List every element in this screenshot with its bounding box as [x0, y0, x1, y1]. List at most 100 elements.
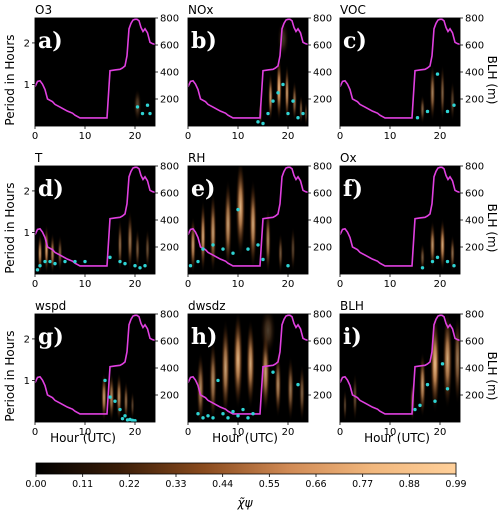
x-tick-label: 0: [185, 427, 191, 438]
significance-point: [246, 416, 250, 420]
significance-point: [221, 247, 225, 251]
y-right-tick-label: 600: [160, 189, 179, 200]
significance-point: [435, 255, 440, 260]
wavelet-power-blob: [260, 314, 276, 356]
panel-background: [35, 166, 155, 274]
significance-point: [206, 414, 210, 418]
significance-point: [201, 416, 205, 420]
significance-point: [118, 259, 122, 264]
y-right-tick-label: 200: [313, 391, 332, 402]
y-right-tick-label: 800: [465, 310, 484, 321]
panel-background: [340, 18, 460, 126]
x-tick-label: 20: [282, 279, 295, 290]
significance-point: [138, 266, 142, 270]
significance-point: [108, 255, 112, 260]
y-right-tick-label: 400: [313, 216, 332, 227]
y-right-tick-label: 400: [313, 68, 332, 79]
wavelet-power-blob: [450, 80, 455, 122]
wavelet-power-blob: [268, 72, 273, 122]
x-tick-label: 20: [129, 131, 142, 142]
colorbar-tick-label: 0.55: [259, 479, 280, 490]
y-right-tick-label: 400: [160, 216, 179, 227]
x-tick-label: 0: [32, 131, 38, 142]
panel-letter: f): [343, 176, 363, 202]
wavelet-power-blob: [429, 63, 436, 122]
wavelet-power-blob: [50, 232, 55, 274]
y-right-tick-label: 400: [160, 68, 179, 79]
x-tick-label: 20: [129, 279, 142, 290]
wavelet-power-blob: [224, 178, 232, 270]
x-tick-label: 10: [79, 427, 92, 438]
significance-point: [120, 416, 125, 421]
wavelet-power-blob: [430, 314, 440, 414]
colorbar-bar: [35, 462, 457, 475]
significance-point: [226, 416, 230, 420]
wavelet-power-blob: [265, 207, 271, 274]
panel-letter: h): [191, 324, 217, 350]
panel-background: [35, 314, 155, 422]
significance-point: [43, 259, 47, 264]
significance-point: [211, 416, 215, 420]
significance-point: [133, 419, 137, 422]
significance-point: [251, 411, 255, 416]
y-right-tick-label: 400: [465, 68, 484, 79]
y-right-tick-label: 600: [465, 41, 484, 52]
significance-point: [271, 370, 275, 374]
significance-point: [276, 91, 280, 95]
significance-point: [113, 399, 117, 403]
significance-point: [291, 99, 295, 103]
x-tick-label: 20: [434, 279, 447, 290]
y-right-tick-label: 800: [160, 162, 179, 173]
panel-letter: i): [343, 324, 362, 350]
significance-point: [445, 387, 450, 391]
wavelet-power-blob: [235, 166, 246, 258]
wavelet-power-blob: [209, 190, 217, 274]
y-left-tick-label: 1: [24, 228, 30, 239]
colorbar-tick-label: 0.00: [25, 479, 46, 490]
significance-point: [211, 243, 215, 247]
ylabel-left-row1: Period in Hours: [3, 34, 17, 125]
panel-title: BLH: [340, 299, 364, 313]
panel-blh: BLH i) 200 400 600 800 0 10 20: [337, 299, 484, 438]
significance-point: [413, 407, 417, 412]
x-tick-label: 10: [384, 427, 397, 438]
significance-point: [261, 257, 265, 262]
y-right-tick-label: 200: [160, 391, 179, 402]
y-right-tick-label: 800: [465, 162, 484, 173]
significance-point: [216, 378, 220, 383]
wavelet-power-blob: [123, 380, 129, 422]
significance-point: [435, 72, 440, 76]
colorbar-tick-label: 0.22: [119, 479, 140, 490]
blh-line: [35, 18, 155, 119]
y-left-tick-label: 1: [24, 80, 30, 91]
y-right-tick-label: 600: [160, 337, 179, 348]
significance-point: [296, 115, 300, 120]
colorbar-tick-label: 0.33: [165, 479, 186, 490]
significance-point: [108, 395, 112, 399]
panel-voc: VOC c) 200 400 600 800 0 10 20: [337, 3, 484, 142]
wavelet-power-blob: [343, 388, 347, 422]
significance-point: [196, 259, 200, 264]
wavelet-power-blob: [209, 338, 217, 422]
x-tick-label: 0: [337, 427, 343, 438]
xlabel-col1: Hour (UTC): [50, 431, 116, 445]
ylabel-right-row3: BLH (m): [485, 352, 499, 401]
wavelet-power-blob: [420, 94, 425, 124]
panel-rh: RH e) 200 400 600 800 0 10 20: [185, 151, 332, 290]
significance-point: [221, 411, 225, 416]
colorbar-label: χ̃ψ: [236, 496, 253, 510]
x-tick-label: 0: [32, 427, 38, 438]
significance-point: [440, 362, 445, 366]
y-right-tick-label: 600: [313, 41, 332, 52]
x-tick-label: 0: [185, 131, 191, 142]
ylabel-left-row3: Period in Hours: [3, 330, 17, 421]
y-right-tick-label: 800: [465, 14, 484, 25]
x-tick-label: 10: [79, 131, 92, 142]
y-right-tick-label: 600: [160, 41, 179, 52]
y-right-tick-label: 800: [313, 14, 332, 25]
wavelet-power-blob: [304, 101, 308, 126]
panel-background: [340, 314, 460, 422]
wavelet-power-blob: [37, 232, 43, 274]
